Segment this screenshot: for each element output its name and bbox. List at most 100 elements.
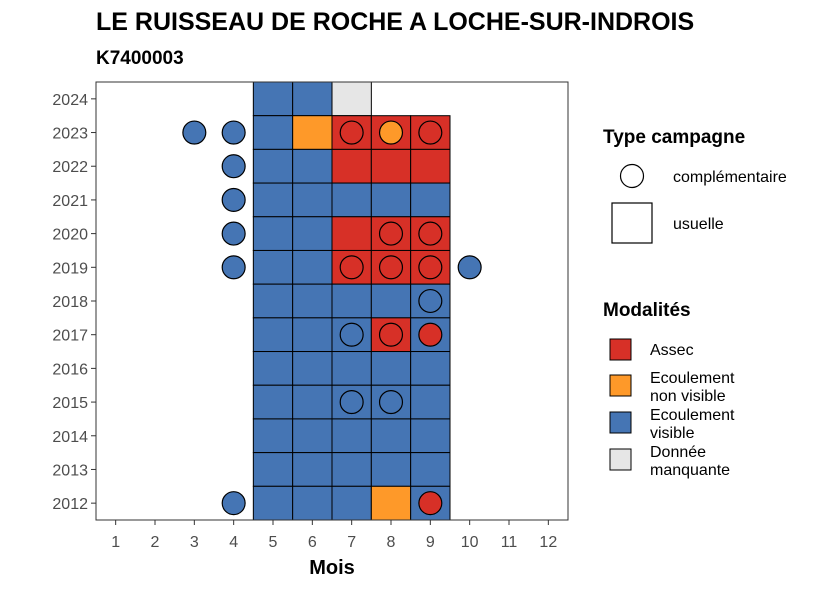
tile-2019-6 xyxy=(292,249,333,285)
legend: Type campagne complémentaire usuelle Moda… xyxy=(603,127,787,479)
x-tick-label-3: 3 xyxy=(190,534,199,551)
point-2020-8 xyxy=(378,221,404,246)
point-2019-7 xyxy=(339,255,364,280)
tile-2024-7 xyxy=(331,81,372,117)
tile-2018-6 xyxy=(292,283,333,319)
tile-2022-5 xyxy=(252,148,294,184)
x-tick-label-1: 1 xyxy=(111,534,120,551)
point-2020-4 xyxy=(221,221,246,246)
y-tick-label-2021: 2021 xyxy=(52,193,88,210)
legend-type-label-0: complémentaire xyxy=(673,169,787,186)
legend-swatch-2 xyxy=(609,411,632,434)
point-2019-9 xyxy=(418,255,443,280)
point-2015-8 xyxy=(378,390,404,415)
y-tick-label-2022: 2022 xyxy=(52,159,88,176)
tile-2023-6 xyxy=(292,115,333,150)
tile-2018-5 xyxy=(252,283,294,319)
point-2017-9 xyxy=(418,322,443,347)
point-2021-4 xyxy=(221,187,246,212)
legend-swatch-3 xyxy=(609,448,632,471)
tile-2013-7 xyxy=(331,452,372,487)
legend-circle-icon xyxy=(619,163,645,189)
tile-2014-6 xyxy=(292,418,333,454)
point-2017-8 xyxy=(378,322,404,347)
tile-2015-6 xyxy=(292,384,333,420)
legend-swatch-0 xyxy=(609,338,632,361)
tile-2015-9 xyxy=(410,384,451,420)
point-2018-9 xyxy=(418,288,443,314)
y-tick-label-2016: 2016 xyxy=(52,361,88,378)
tile-2020-7 xyxy=(331,216,372,251)
point-2019-4 xyxy=(221,255,246,280)
legend-swatch-1 xyxy=(609,374,632,397)
legend-mod-label-1-1: non visible xyxy=(650,388,726,405)
point-2023-3 xyxy=(182,120,207,145)
tile-2019-5 xyxy=(252,249,294,285)
tile-2016-5 xyxy=(252,351,294,386)
y-tick-label-2024: 2024 xyxy=(52,92,88,109)
tile-2021-8 xyxy=(370,182,412,218)
tile-2021-6 xyxy=(292,182,333,218)
point-2020-9 xyxy=(418,221,443,246)
point-2017-7 xyxy=(339,322,364,347)
legend-mod-label-3-1: manquante xyxy=(650,462,730,479)
tile-2013-6 xyxy=(292,452,333,487)
x-tick-label-10: 10 xyxy=(461,534,479,551)
y-axis: 2012 2013 2014 2015 2016 2017 2018 2019 2020 2021… xyxy=(52,92,96,513)
point-2023-4 xyxy=(221,120,246,145)
point-2019-10 xyxy=(457,255,482,280)
point-2023-8 xyxy=(378,120,404,145)
tile-2012-8 xyxy=(370,485,412,521)
legend-mod-label-0: Assec xyxy=(650,342,694,359)
tile-2022-9 xyxy=(410,148,451,184)
legend-square-icon xyxy=(611,202,653,244)
y-tick-label-2015: 2015 xyxy=(52,395,88,412)
point-2015-7 xyxy=(339,390,364,415)
tile-2018-7 xyxy=(331,283,372,319)
legend-mod-label-1-0: Ecoulement xyxy=(650,370,735,387)
y-tick-label-2017: 2017 xyxy=(52,328,88,345)
tile-2012-6 xyxy=(292,485,333,521)
x-axis: 1 2 3 4 5 6 7 8 9 10 11 12 xyxy=(111,520,557,551)
tile-2014-9 xyxy=(410,418,451,454)
legend-mod-label-2-0: Ecoulement xyxy=(650,407,735,424)
tile-2020-5 xyxy=(252,216,294,251)
y-tick-label-2012: 2012 xyxy=(52,496,88,513)
legend-mod-label-3-0: Donnée xyxy=(650,444,706,461)
x-tick-label-4: 4 xyxy=(229,534,238,551)
tile-2016-8 xyxy=(370,351,412,386)
tile-2020-6 xyxy=(292,216,333,251)
tile-2013-9 xyxy=(410,452,451,487)
tile-2018-8 xyxy=(370,283,412,319)
x-tick-label-2: 2 xyxy=(151,534,160,551)
tile-2014-5 xyxy=(252,418,294,454)
tile-2014-8 xyxy=(370,418,412,454)
legend-mod-label-2-1: visible xyxy=(650,425,695,442)
point-2023-7 xyxy=(339,120,364,145)
x-tick-label-12: 12 xyxy=(539,534,557,551)
point-2023-9 xyxy=(418,120,443,145)
point-2019-8 xyxy=(378,255,404,280)
tile-2016-7 xyxy=(331,351,372,386)
legend-type-title: Type campagne xyxy=(603,127,745,148)
x-tick-label-11: 11 xyxy=(501,534,518,551)
tile-2013-8 xyxy=(370,452,412,487)
tile-2017-6 xyxy=(292,317,333,353)
tile-2021-9 xyxy=(410,182,451,218)
tile-2023-5 xyxy=(252,115,294,150)
chart-title: LE RUISSEAU DE ROCHE A LOCHE-SUR-INDROIS xyxy=(96,8,694,36)
point-2012-4 xyxy=(221,491,246,516)
tile-2021-7 xyxy=(331,182,372,218)
tile-2015-5 xyxy=(252,384,294,420)
tile-2012-7 xyxy=(331,485,372,521)
tile-2017-5 xyxy=(252,317,294,353)
tile-2022-8 xyxy=(370,148,412,184)
tile-2022-7 xyxy=(331,148,372,184)
y-tick-label-2019: 2019 xyxy=(52,260,88,277)
y-tick-label-2018: 2018 xyxy=(52,294,88,311)
tile-2016-9 xyxy=(410,351,451,386)
tile-2016-6 xyxy=(292,351,333,386)
tile-2021-5 xyxy=(252,182,294,218)
